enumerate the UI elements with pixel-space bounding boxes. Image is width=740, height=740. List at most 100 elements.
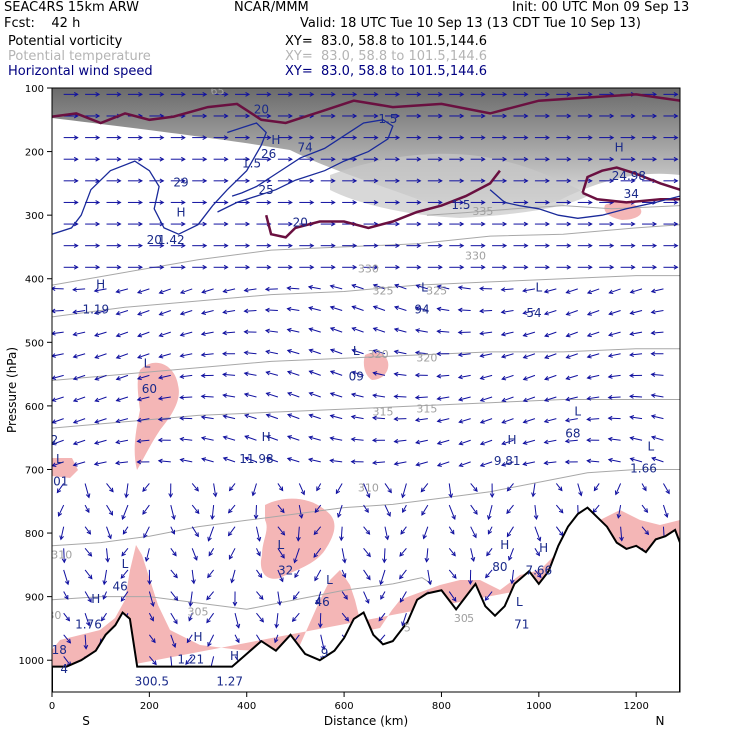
wind-vector-262 <box>73 288 85 292</box>
wind-vector-500 <box>202 458 214 462</box>
wind-vector-284 <box>545 289 557 293</box>
wind-vector-320 <box>73 332 85 336</box>
wind-vector-646 <box>231 570 235 583</box>
wind-vector-528 <box>192 483 198 490</box>
wind-vector-639 <box>85 570 92 579</box>
wind-vector-294 <box>138 311 149 316</box>
wind-vector-403 <box>609 375 621 379</box>
wind-vector-383 <box>180 375 192 379</box>
wind-vector-511 <box>438 462 449 467</box>
wind-vector-93 <box>192 157 206 161</box>
wind-vector-323 <box>138 332 149 337</box>
wind-vector-350 <box>95 354 106 359</box>
wind-vector-453 <box>438 419 450 423</box>
wind-vector-204 <box>85 244 99 248</box>
wind-vector-461 <box>609 416 621 420</box>
wind-vector-347 <box>651 331 663 335</box>
wind-vector-330 <box>288 328 300 332</box>
wind-vector-182 <box>235 222 249 226</box>
theta-label-1: 330 <box>465 250 486 263</box>
wind-vector-205 <box>107 244 121 248</box>
wind-vector-538 <box>402 483 407 497</box>
wind-vector-326 <box>202 332 214 336</box>
wind-vector-624 <box>383 548 387 562</box>
annotation-44: L <box>516 595 523 609</box>
wind-vector-587 <box>208 527 214 541</box>
x-end-label-right: N <box>656 714 665 728</box>
wind-vector-285 <box>566 289 577 293</box>
wind-vector-668 <box>85 592 91 602</box>
wind-vector-267 <box>181 289 192 294</box>
wind-vector-539 <box>421 483 427 491</box>
wind-vector-473 <box>245 436 256 441</box>
wind-vector-329 <box>266 329 278 333</box>
wind-vector-226 <box>556 244 570 248</box>
wind-vector-316 <box>609 311 620 315</box>
theta-label-5: 320 <box>368 348 389 361</box>
wind-vector-448 <box>331 415 343 419</box>
wind-vector-385 <box>223 373 235 377</box>
wind-vector-259 <box>642 265 656 269</box>
theta-contour-305 <box>52 578 432 610</box>
annotation-22: 68 <box>565 427 580 441</box>
wind-vector-296 <box>181 311 192 315</box>
wind-vector-417 <box>288 392 299 397</box>
wind-vector-441 <box>180 416 192 420</box>
wind-vector-331 <box>309 328 320 332</box>
wind-vector-401 <box>566 375 577 379</box>
wind-vector-298 <box>223 310 235 314</box>
wind-vector-243 <box>299 265 313 269</box>
wind-vector-356 <box>223 352 235 356</box>
wind-vector-117 <box>85 179 99 183</box>
wind-vector-228 <box>599 244 613 248</box>
wind-vector-618 <box>256 548 260 555</box>
wind-vector-455 <box>481 419 492 424</box>
wind-vector-570 <box>471 505 477 514</box>
y-tick-label-9: 1000 <box>19 656 44 667</box>
annotation-45: 71 <box>514 617 529 631</box>
wind-vector-544 <box>532 483 536 496</box>
wind-vector-650 <box>315 570 321 581</box>
wind-vector-283 <box>523 289 535 293</box>
wind-vector-150 <box>171 201 185 205</box>
annotation-1: 74 <box>298 141 313 155</box>
wind-vector-280 <box>459 286 471 290</box>
wind-vector-60 <box>107 136 121 140</box>
wind-vector-297 <box>202 311 214 315</box>
wind-vector-195 <box>514 222 528 226</box>
wind-vector-656 <box>449 570 456 578</box>
wind-vector-399 <box>524 375 535 380</box>
wind-vector-269 <box>223 289 235 293</box>
wind-vector-659 <box>510 570 514 583</box>
wind-vector-581 <box>85 527 90 534</box>
x-tick-label-6: 1200 <box>623 701 648 712</box>
y-tick-label-5: 600 <box>25 402 44 413</box>
wind-vector-551 <box>58 505 63 516</box>
wind-vector-478 <box>352 437 364 441</box>
wind-vector-437 <box>95 419 106 423</box>
wind-vector-343 <box>566 332 577 337</box>
annotation-4: 34 <box>624 187 639 201</box>
annotation-30: L <box>326 573 333 587</box>
wind-vector-677 <box>278 592 282 605</box>
wind-vector-682 <box>381 592 385 599</box>
wind-vector-518 <box>587 459 599 463</box>
wind-vector-119 <box>128 179 142 183</box>
wind-vector-498 <box>159 459 171 463</box>
annotation-57: 300.5 <box>135 675 169 689</box>
wind-vector-271 <box>266 287 278 291</box>
theta-label-14: 5 <box>404 622 411 635</box>
wind-vector-158 <box>342 201 356 205</box>
wind-vector-412 <box>180 395 192 399</box>
wind-vector-553 <box>107 505 113 515</box>
wind-vector-118 <box>107 179 121 183</box>
wind-vector-479 <box>373 438 385 442</box>
wind-vector-732 <box>208 635 214 646</box>
wind-vector-59 <box>85 136 99 140</box>
wind-vector-430 <box>566 397 578 401</box>
wind-vector-406 <box>52 397 63 401</box>
wind-vector-435 <box>52 419 63 424</box>
wind-vector-373 <box>588 354 600 358</box>
wind-vector-353 <box>159 354 171 358</box>
wind-vector-475 <box>288 436 299 441</box>
